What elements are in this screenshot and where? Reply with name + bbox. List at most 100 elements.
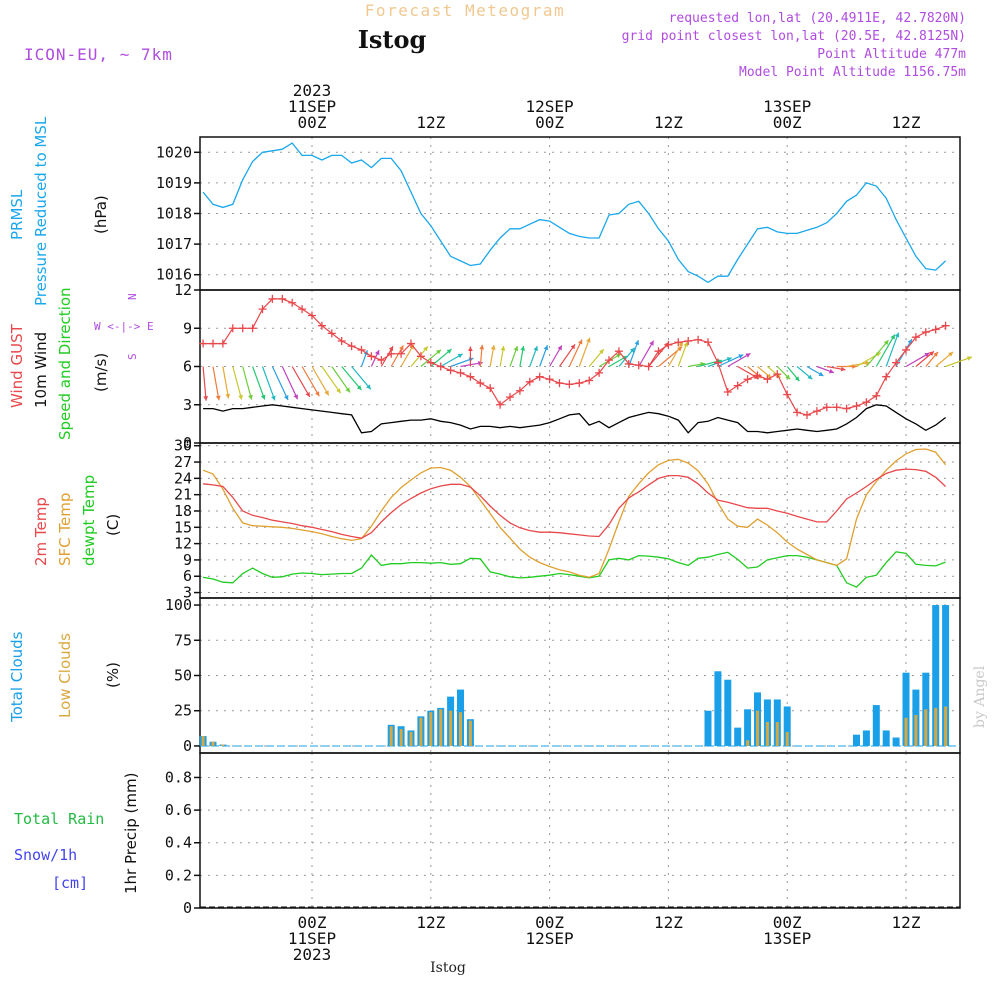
- gust-marker: [713, 358, 722, 367]
- wind-arrow-shaft: [717, 354, 744, 368]
- time-label-top: 11SEP: [288, 97, 336, 116]
- wind-arrow: [905, 352, 930, 368]
- low-cloud-bar: [746, 740, 750, 746]
- grid-point-coords: grid point closest lon,lat (20.5E, 42.81…: [622, 29, 966, 44]
- gust-marker: [466, 372, 475, 381]
- gust-marker: [268, 294, 277, 303]
- wind-arrow-shaft: [638, 340, 655, 367]
- wind-arrow: [489, 345, 496, 367]
- gust-marker: [218, 339, 227, 348]
- temp-label-2m: 2m Temp: [32, 497, 50, 566]
- wind-arrow-head: [865, 360, 870, 366]
- wind-arrow-head: [634, 340, 640, 346]
- model-altitude: Model Point Altitude 1156.75m: [739, 65, 966, 80]
- time-label-bottom: 11SEP: [288, 929, 336, 948]
- low-cloud-bar: [756, 710, 759, 746]
- gust-marker: [852, 402, 861, 411]
- gust-marker: [634, 361, 643, 370]
- footer-station: Istog: [430, 960, 466, 976]
- wind-arrow-head: [203, 396, 209, 401]
- gust-marker: [426, 358, 435, 367]
- gust-marker: [397, 349, 406, 358]
- wind-arrow-head: [649, 340, 654, 346]
- gust-marker: [773, 370, 782, 379]
- wind-speed-line: [203, 404, 946, 434]
- gust-marker: [347, 342, 356, 351]
- total-cloud-bar: [872, 705, 880, 746]
- wind-arrow-head: [578, 339, 583, 345]
- wind-arrow: [945, 356, 973, 368]
- gust-marker: [486, 384, 495, 393]
- precip-ytick-label: 0.4: [165, 834, 192, 852]
- low-cloud-bar: [399, 729, 403, 746]
- wind-arrow-head: [468, 346, 473, 351]
- requested-coords: requested lon,lat (20.4911E, 42.7820N): [669, 11, 966, 26]
- low-cloud-bar: [904, 717, 908, 746]
- wind-arrow-head: [677, 346, 682, 352]
- clouds-panel: 0 25 50 75 100 Total Clouds Low Clouds (%): [8, 596, 961, 755]
- wind-arrow: [727, 352, 751, 368]
- wind-arrow-head: [248, 394, 253, 400]
- time-label-top: 12Z: [416, 113, 445, 132]
- wind-arrow: [915, 350, 935, 367]
- wind-arrow-head: [967, 356, 972, 361]
- low-cloud-bar: [785, 731, 789, 746]
- low-cloud-bar: [459, 712, 462, 746]
- wind-arrow: [212, 366, 221, 401]
- pressure-panel: 1016 1017 1018 1019 1020 PRMSL Pressure Reduce…: [8, 116, 961, 306]
- wind-arrow-head: [399, 345, 404, 351]
- dewpt-line: [202, 551, 946, 588]
- wind-arrow-shaft: [232, 366, 243, 400]
- prmsl-line: [202, 142, 947, 284]
- gust-marker: [733, 381, 742, 390]
- total-cloud-bar: [902, 672, 910, 746]
- pressure-label-unit: (hPa): [92, 195, 110, 234]
- gust-marker: [506, 393, 514, 402]
- time-label-bottom: 00Z: [773, 913, 802, 932]
- wind-arrow-head: [829, 368, 834, 374]
- total-cloud-bar: [853, 734, 860, 746]
- wind-arrow-head: [305, 392, 310, 397]
- pressure-ytick-label: 1019: [156, 174, 192, 192]
- gust-marker: [416, 352, 425, 361]
- wind-arrow: [925, 351, 939, 367]
- wind-arrow-head: [490, 345, 496, 350]
- gust-marker: [278, 294, 287, 303]
- wind-arrow: [468, 346, 473, 367]
- wind-arrow-head: [388, 346, 394, 352]
- gust-marker: [367, 352, 376, 361]
- gust-marker: [199, 339, 208, 348]
- temp-ytick-label: 3: [183, 584, 192, 602]
- wind-label-dir: Speed and Direction: [56, 287, 74, 440]
- wind-arrow-head: [894, 332, 900, 338]
- temp-ytick-label: 27: [174, 453, 192, 471]
- compass-we: W <-|-> E: [94, 320, 154, 333]
- compass-north: N: [126, 293, 139, 300]
- precip-ytick-label: 0.2: [165, 866, 192, 884]
- wind-arrow-shaft: [271, 366, 289, 401]
- wind-arrow-shaft: [212, 366, 220, 401]
- low-cloud-bar: [775, 722, 779, 746]
- wind-arrow-shaft: [311, 366, 330, 396]
- clouds-label-unit: (%): [104, 662, 122, 688]
- wind-arrow-head: [726, 357, 732, 362]
- gust-marker: [614, 347, 623, 356]
- wind-arrow-head: [375, 350, 380, 356]
- time-label-bottom: 12Z: [892, 913, 921, 932]
- temp-ytick-label: 6: [183, 567, 192, 585]
- wind-arrow-head: [423, 346, 428, 352]
- wind-arrow: [628, 339, 640, 367]
- temp-label-sfc: SFC Temp: [56, 493, 74, 566]
- wind-arrow: [865, 339, 889, 367]
- pressure-label-desc: Pressure Reduced to MSL: [32, 116, 50, 306]
- wind-arrow: [776, 366, 791, 380]
- wind-arrow: [826, 365, 846, 372]
- wind-arrow-head: [520, 346, 526, 351]
- wind-arrow: [331, 366, 351, 393]
- wind-arrow-shaft: [945, 356, 973, 368]
- station-name: Istog: [358, 25, 427, 54]
- gust-marker: [793, 408, 802, 417]
- gust-marker: [842, 404, 851, 413]
- wind-arrow-shaft: [222, 366, 230, 399]
- wind-arrow: [816, 365, 835, 374]
